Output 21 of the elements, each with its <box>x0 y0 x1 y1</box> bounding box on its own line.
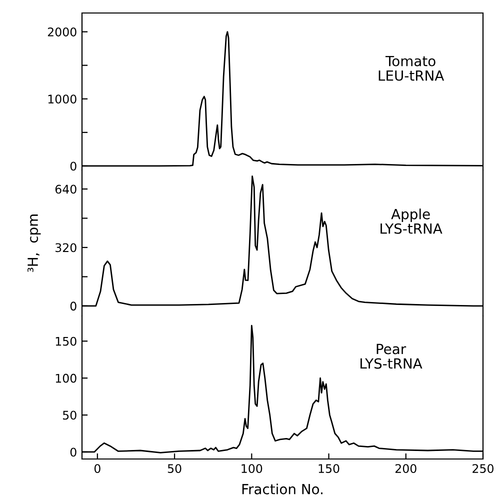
x-tick-label: 200 <box>395 464 416 473</box>
x-tick-label: 150 <box>318 464 340 473</box>
y-tick-label: 0 <box>70 448 76 457</box>
y-tick-label: 1000 <box>48 94 76 104</box>
y-tick-label: 150 <box>56 336 76 346</box>
x-tick-label: 0 <box>94 464 100 473</box>
annotation: Pear LYS-tRNA <box>360 344 422 369</box>
y-tick-label: 320 <box>56 243 76 252</box>
x-tick-label: 50 <box>168 464 182 473</box>
x-tick-label: 250 <box>472 464 494 473</box>
x-axis-title: Fraction No. <box>242 484 322 494</box>
y-tick-label: 0 <box>70 162 76 171</box>
y-tick-label: 2000 <box>48 28 76 36</box>
annotation: Apple LYS-tRNA <box>380 208 442 234</box>
y-tick-label: 0 <box>70 302 76 311</box>
y-axis-title: ³H, cpm <box>28 214 41 272</box>
y-tick-label: 100 <box>56 374 76 383</box>
x-tick-label: 100 <box>242 464 262 473</box>
y-tick-label: 640 <box>55 184 76 194</box>
annotation: Tomato LEU-tRNA <box>378 56 444 81</box>
y-tick-label: 50 <box>63 410 76 420</box>
